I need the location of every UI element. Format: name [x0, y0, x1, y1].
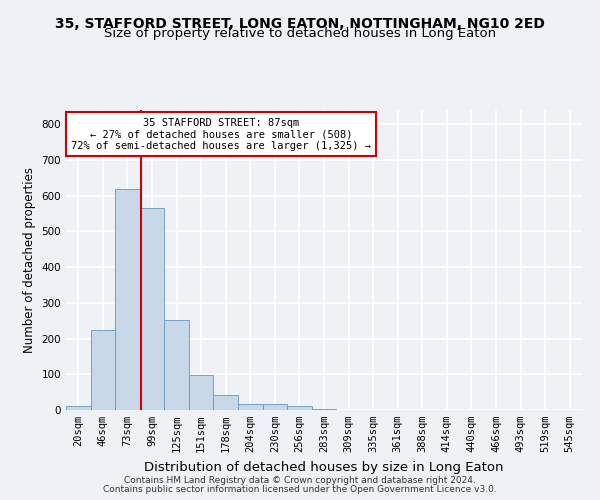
Text: Contains public sector information licensed under the Open Government Licence v3: Contains public sector information licen… [103, 485, 497, 494]
Y-axis label: Number of detached properties: Number of detached properties [23, 167, 36, 353]
Bar [140, 208, 164, 410]
Text: 35 STAFFORD STREET: 87sqm
← 27% of detached houses are smaller (508)
72% of semi: 35 STAFFORD STREET: 87sqm ← 27% of detac… [71, 118, 371, 150]
Bar [287, 406, 312, 410]
Text: 35, STAFFORD STREET, LONG EATON, NOTTINGHAM, NG10 2ED: 35, STAFFORD STREET, LONG EATON, NOTTING… [55, 18, 545, 32]
Bar [189, 376, 214, 410]
Bar [115, 188, 140, 410]
X-axis label: Distribution of detached houses by size in Long Eaton: Distribution of detached houses by size … [144, 460, 504, 473]
Bar [164, 320, 189, 410]
Text: Size of property relative to detached houses in Long Eaton: Size of property relative to detached ho… [104, 28, 496, 40]
Text: Contains HM Land Registry data © Crown copyright and database right 2024.: Contains HM Land Registry data © Crown c… [124, 476, 476, 485]
Bar [66, 406, 91, 410]
Bar [214, 395, 238, 410]
Bar [238, 404, 263, 410]
Bar [263, 404, 287, 410]
Bar [91, 330, 115, 410]
